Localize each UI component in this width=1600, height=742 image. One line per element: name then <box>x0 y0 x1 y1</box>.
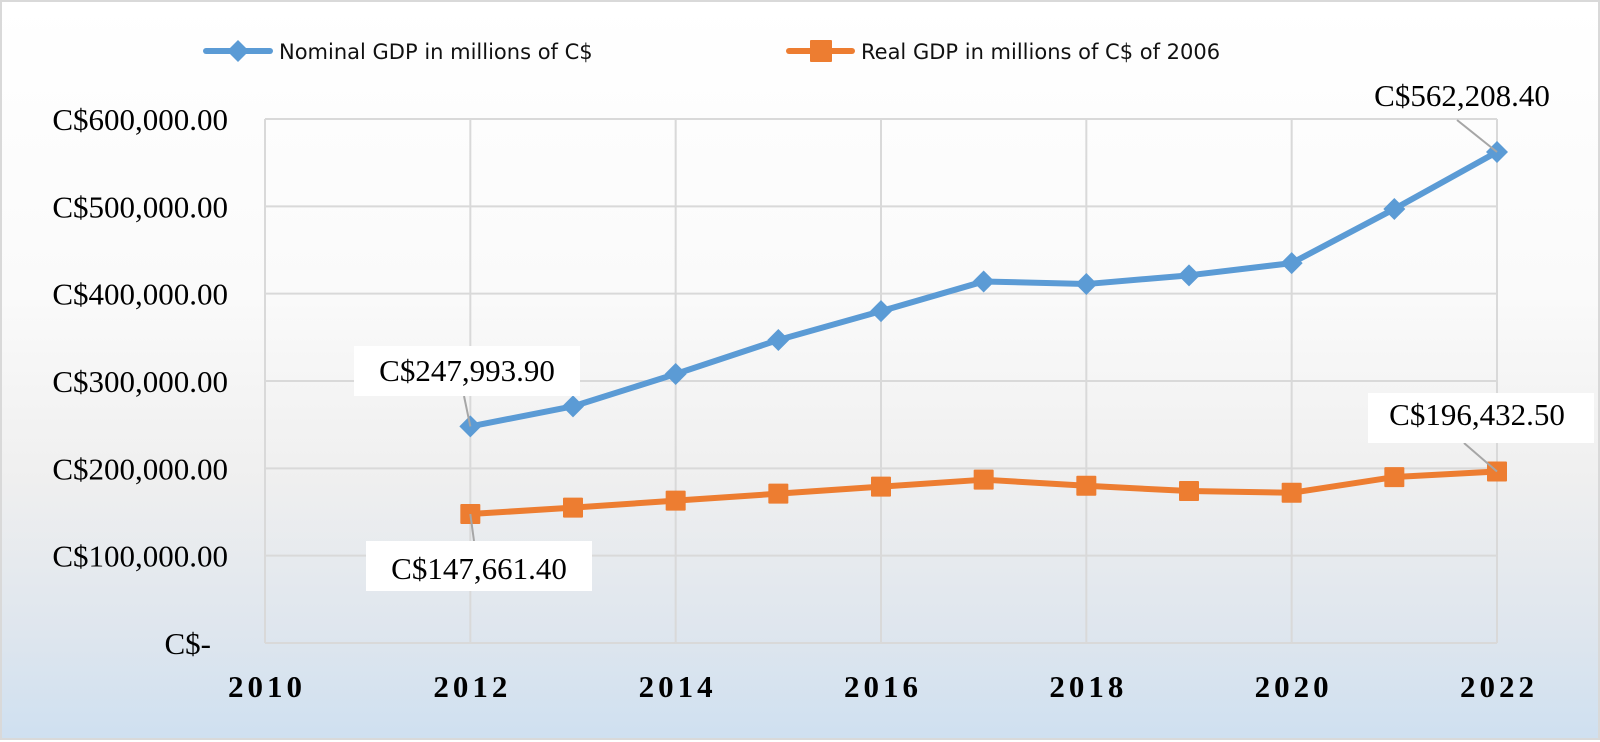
data-point-square <box>871 476 891 497</box>
data-point-diamond <box>1075 273 1098 296</box>
data-label: C$196,432.50 <box>1389 397 1565 432</box>
data-point-square <box>665 490 686 511</box>
x-tick-label: 2018 <box>1049 669 1127 704</box>
y-tick-label: C$300,000.00 <box>52 364 228 399</box>
legend: Nominal GDP in millions of C$ Real GDP i… <box>203 40 1220 64</box>
legend-item-real: Real GDP in millions of C$ of 2006 <box>786 40 1220 64</box>
y-axis-ticks: C$- C$100,000.00 C$200,000.00 C$300,000.00 C… <box>52 102 228 661</box>
data-label-box <box>366 541 592 591</box>
legend-diamond-marker <box>227 40 249 62</box>
series-layer <box>459 141 1508 525</box>
data-point-square <box>768 483 789 504</box>
y-tick-label: C$200,000.00 <box>52 451 228 486</box>
x-tick-label: 2016 <box>844 669 922 704</box>
y-tick-label: C$400,000.00 <box>52 277 228 312</box>
legend-label-real: Real GDP in millions of C$ of 2006 <box>861 40 1220 64</box>
data-point-diamond <box>664 363 687 386</box>
legend-label-nominal: Nominal GDP in millions of C$ <box>279 40 593 64</box>
data-point-diamond <box>1178 264 1200 287</box>
x-tick-label: 2014 <box>639 669 717 704</box>
x-tick-label: 2010 <box>228 669 306 704</box>
data-point-diamond <box>562 395 584 418</box>
data-labels: C$247,993.90 C$562,208.40 C$147,661.40 C$19… <box>354 78 1594 591</box>
x-tick-label: 2020 <box>1255 669 1333 704</box>
y-tick-label: C$100,000.00 <box>52 539 228 574</box>
data-label: C$562,208.40 <box>1374 78 1550 113</box>
y-tick-label: C$600,000.00 <box>52 102 228 137</box>
x-tick-label: 2022 <box>1460 669 1538 704</box>
data-point-diamond <box>1280 252 1303 275</box>
data-point-square <box>1179 481 1199 502</box>
legend-item-nominal: Nominal GDP in millions of C$ <box>203 40 593 64</box>
y-tick-label: C$- <box>165 626 212 661</box>
data-point-diamond <box>1383 197 1406 220</box>
data-point-square <box>1384 467 1405 488</box>
data-point-diamond <box>870 300 892 323</box>
legend-square-marker <box>810 40 832 62</box>
data-label: C$147,661.40 <box>391 551 567 586</box>
data-label-box <box>354 346 580 396</box>
data-point-square <box>1281 482 1302 503</box>
x-tick-label: 2012 <box>433 669 511 704</box>
data-label: C$247,993.90 <box>379 353 555 388</box>
data-point-diamond <box>972 270 995 293</box>
data-label-box <box>1368 393 1594 443</box>
y-tick-label: C$500,000.00 <box>52 189 228 224</box>
leader-line <box>463 395 472 427</box>
data-point-square <box>1076 475 1097 496</box>
data-point-square <box>973 469 994 490</box>
leader-line <box>469 513 475 542</box>
leader-line <box>1463 442 1498 473</box>
x-axis-ticks: 2010 2012 2014 2016 2018 2020 2022 <box>228 669 1538 704</box>
data-point-square <box>563 497 583 518</box>
leader-line <box>1456 119 1498 153</box>
data-point-diamond <box>767 328 790 351</box>
